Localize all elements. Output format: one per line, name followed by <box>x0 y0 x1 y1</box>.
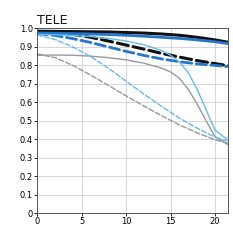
Text: TELE: TELE <box>37 14 68 27</box>
